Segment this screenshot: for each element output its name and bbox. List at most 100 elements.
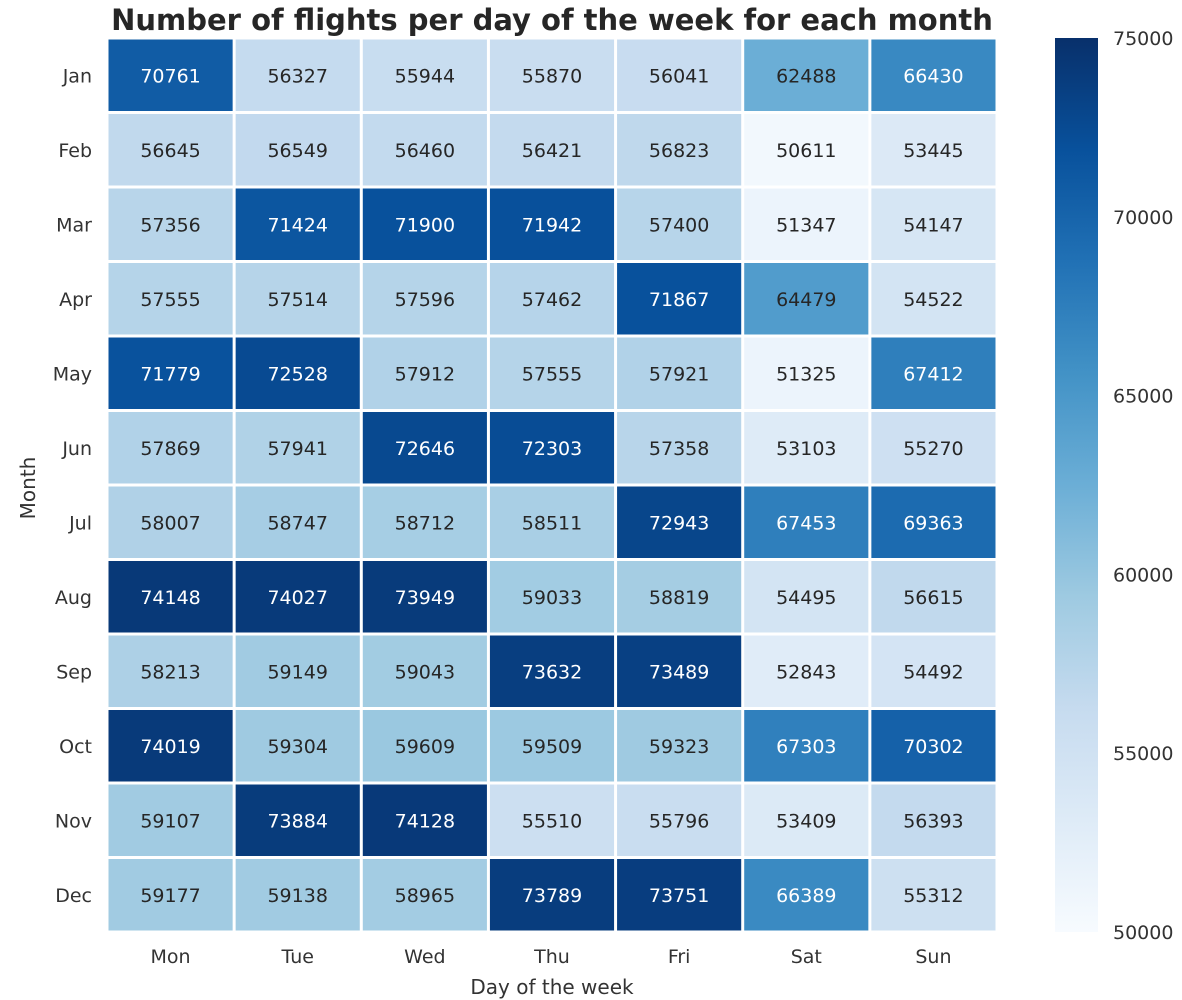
heatmap-cell: [744, 114, 869, 186]
heatmap-cell: [617, 561, 742, 633]
heatmap-cell-label: 71779: [140, 363, 200, 385]
chart-title: Number of flights per day of the week fo…: [111, 3, 993, 37]
colorbar: [1055, 38, 1098, 932]
heatmap-cell-label: 58965: [395, 885, 455, 907]
heatmap-cell-label: 56460: [395, 140, 455, 162]
heatmap-cell-label: 57555: [522, 363, 582, 385]
heatmap-cell: [744, 337, 869, 409]
heatmap-cell: [362, 486, 487, 558]
heatmap-cell-label: 74148: [140, 587, 200, 609]
heatmap-cell: [362, 859, 487, 931]
heatmap-cell-label: 59033: [522, 587, 582, 609]
heatmap-cell-label: 57596: [395, 289, 455, 311]
heatmap-cell: [108, 859, 233, 931]
heatmap-cell-label: 58511: [522, 512, 582, 534]
heatmap-cell: [617, 412, 742, 484]
heatmap-cell-label: 59609: [395, 736, 455, 758]
heatmap-cell-label: 72646: [395, 438, 455, 460]
heatmap-cell-label: 57358: [649, 438, 709, 460]
heatmap-cell-label: 55870: [522, 65, 582, 87]
heatmap-cell: [744, 859, 869, 931]
heatmap-cell-label: 74027: [267, 587, 327, 609]
heatmap-cell-label: 72528: [267, 363, 327, 385]
colorbar-tick-label: 50000: [1113, 922, 1173, 944]
y-axis-ticks: Jan Feb Mar Apr May Jun Jul Aug Sep Oct Nov Dec: [53, 65, 92, 907]
heatmap-cell-label: 57400: [649, 214, 709, 236]
heatmap-cell: [362, 784, 487, 856]
heatmap-cell-label: 55312: [903, 885, 963, 907]
heatmap-cell: [108, 188, 233, 260]
heatmap-cell: [871, 412, 996, 484]
heatmap-cell: [617, 635, 742, 707]
heatmap-cell-label: 57514: [267, 289, 327, 311]
heatmap-cell: [362, 635, 487, 707]
y-tick-label: Jul: [68, 512, 92, 534]
heatmap-cell: [489, 188, 615, 260]
heatmap-cell-label: 64479: [776, 289, 836, 311]
heatmap-cell-label: 54495: [776, 587, 836, 609]
colorbar-ticks: 50000 55000 60000 65000 70000 75000: [1113, 28, 1173, 944]
heatmap-cell: [744, 263, 869, 335]
x-tick-label: Sat: [791, 946, 822, 968]
heatmap-cell: [362, 710, 487, 782]
heatmap-cell: [235, 39, 360, 111]
heatmap-cell: [489, 114, 615, 186]
x-axis-ticks: Mon Tue Wed Thu Fri Sat Sun: [151, 946, 952, 968]
heatmap-cell-labels: 70761 56327 55944 55870 56041 62488 66430 56645…: [140, 65, 963, 907]
heatmap-cell: [871, 784, 996, 856]
heatmap-cell: [108, 710, 233, 782]
y-tick-label: Dec: [55, 885, 92, 907]
x-tick-label: Wed: [404, 946, 445, 968]
heatmap-cell: [871, 39, 996, 111]
heatmap-cell: [871, 188, 996, 260]
heatmap-cell: [108, 114, 233, 186]
heatmap-cell-label: 57912: [395, 363, 455, 385]
heatmap-cell-label: 54492: [903, 661, 963, 683]
heatmap-cell: [489, 337, 615, 409]
heatmap-cell-label: 67412: [903, 363, 963, 385]
heatmap-cell: [744, 39, 869, 111]
heatmap-cell: [108, 412, 233, 484]
heatmap-cell: [617, 114, 742, 186]
heatmap-cell-label: 59138: [267, 885, 327, 907]
heatmap-cell: [108, 263, 233, 335]
heatmap-cell: [362, 337, 487, 409]
heatmap-cell-label: 50611: [776, 140, 836, 162]
colorbar-tick-label: 70000: [1113, 207, 1173, 229]
heatmap-cell: [744, 188, 869, 260]
heatmap-cell-label: 57356: [140, 214, 200, 236]
heatmap-cell-label: 70302: [903, 736, 963, 758]
heatmap-cell-label: 73632: [522, 661, 582, 683]
heatmap-cell-label: 55270: [903, 438, 963, 460]
heatmap-cell: [871, 561, 996, 633]
x-tick-label: Sun: [915, 946, 951, 968]
heatmap-cell: [235, 263, 360, 335]
heatmap-cell: [235, 710, 360, 782]
heatmap-cell-label: 53103: [776, 438, 836, 460]
heatmap-cell-label: 73789: [522, 885, 582, 907]
heatmap-cell: [489, 561, 615, 633]
heatmap-cell-label: 54147: [903, 214, 963, 236]
heatmap-cell-label: 59107: [140, 810, 200, 832]
heatmap-cell-label: 73489: [649, 661, 709, 683]
y-tick-label: Aug: [55, 587, 92, 609]
heatmap-cell: [871, 859, 996, 931]
heatmap-cell-label: 53445: [903, 140, 963, 162]
heatmap-cell: [235, 486, 360, 558]
heatmap-cell: [871, 635, 996, 707]
heatmap-cell-label: 62488: [776, 65, 836, 87]
heatmap-cell-label: 71867: [649, 289, 709, 311]
heatmap-cell: [617, 859, 742, 931]
heatmap-cell-label: 51325: [776, 363, 836, 385]
heatmap-cell: [617, 784, 742, 856]
heatmap-cell-label: 57921: [649, 363, 709, 385]
heatmap-cell-label: 69363: [903, 512, 963, 534]
x-tick-label: Fri: [668, 946, 691, 968]
heatmap-cell-label: 55796: [649, 810, 709, 832]
y-tick-label: Sep: [56, 661, 92, 683]
heatmap-cell: [235, 337, 360, 409]
heatmap-cell-label: 59149: [267, 661, 327, 683]
y-tick-label: May: [53, 363, 92, 385]
heatmap-cell-label: 66430: [903, 65, 963, 87]
